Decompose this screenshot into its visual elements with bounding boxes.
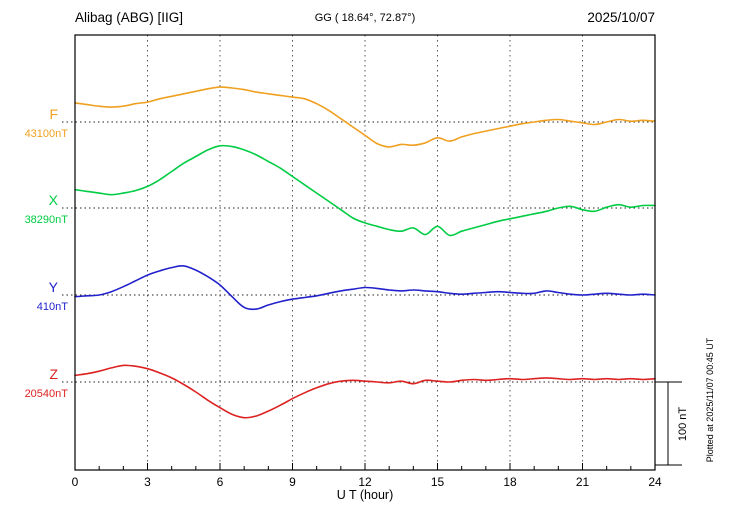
series-base-value-X: 38290nT — [25, 214, 69, 226]
series-letter-F: F — [49, 106, 58, 122]
chart-dynamic-layer: 0 3 6 9 12 15 18 21 24 F 43100nT X 38290nT Y 410nT Z 205… — [25, 35, 662, 489]
trace-F — [74, 86, 656, 148]
series-letter-Y: Y — [49, 279, 59, 295]
observation-date: 2025/10/07 — [587, 10, 655, 25]
trace-Z — [74, 364, 656, 419]
trace-Y — [74, 265, 656, 311]
plotted-at-note: Plotted at 2025/11/07 00:45 UT — [705, 337, 715, 462]
series-base-value-Y: 410nT — [37, 301, 68, 313]
x-tick-label-3: 3 — [144, 475, 151, 489]
trace-X — [74, 144, 656, 237]
x-tick-label-12: 12 — [358, 475, 372, 489]
x-tick-label-21: 21 — [576, 475, 590, 489]
series-base-value-F: 43100nT — [25, 128, 69, 140]
x-tick-label-0: 0 — [72, 475, 79, 489]
x-tick-label-9: 9 — [289, 475, 296, 489]
station-title: Alibag (ABG) [IIG] — [75, 10, 183, 25]
x-tick-label-18: 18 — [503, 475, 517, 489]
plot-frame — [74, 34, 656, 471]
x-tick-label-15: 15 — [431, 475, 445, 489]
gg-coordinates: GG ( 18.64°, 72.87°) — [315, 12, 416, 24]
x-tick-label-6: 6 — [217, 475, 224, 489]
x-axis-title: U T (hour) — [337, 488, 394, 502]
series-base-value-Z: 20540nT — [25, 388, 69, 400]
series-letter-X: X — [49, 192, 59, 208]
x-tick-label-24: 24 — [648, 475, 662, 489]
scale-bar: 100 nT — [655, 381, 689, 466]
series-letter-Z: Z — [49, 366, 58, 382]
scale-bar-label: 100 nT — [677, 407, 689, 442]
